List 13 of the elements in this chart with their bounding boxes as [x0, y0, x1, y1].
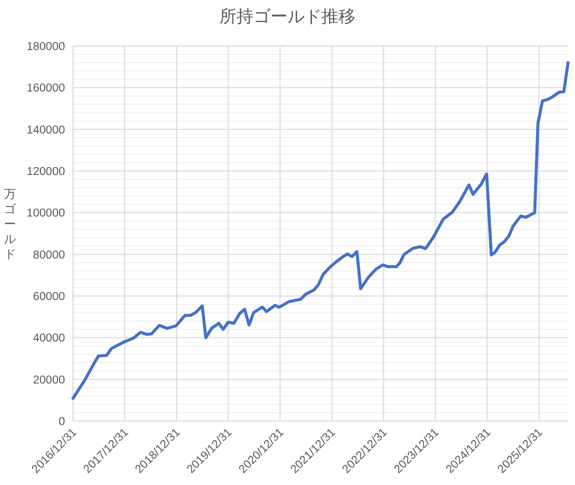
- y-tick-label: 140000: [26, 124, 65, 136]
- y-tick-label: 80000: [33, 249, 65, 262]
- y-tick-label: 0: [58, 416, 65, 428]
- line-series: [72, 61, 570, 400]
- chart-title: 所持ゴールド推移: [220, 7, 356, 26]
- y-tick-label: 100000: [26, 208, 65, 220]
- y-tick-label: 180000: [26, 41, 65, 53]
- y-tick-label: 160000: [26, 82, 65, 95]
- y-tick-label: 40000: [33, 332, 65, 345]
- y-tick-label: 60000: [33, 291, 65, 303]
- y-axis-title: 万ゴールド: [4, 187, 17, 261]
- y-tick-label: 120000: [26, 166, 65, 178]
- y-tick-label: 20000: [33, 374, 65, 386]
